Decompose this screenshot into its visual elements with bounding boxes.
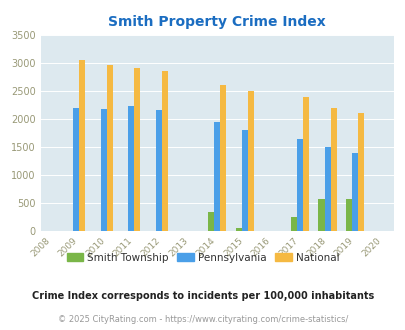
Bar xyxy=(73,108,79,231)
Text: Crime Index corresponds to incidents per 100,000 inhabitants: Crime Index corresponds to incidents per… xyxy=(32,291,373,301)
Bar xyxy=(214,121,220,231)
Bar xyxy=(302,97,308,231)
Legend: Smith Township, Pennsylvania, National: Smith Township, Pennsylvania, National xyxy=(62,249,343,267)
Bar xyxy=(107,65,113,231)
Bar xyxy=(330,108,336,231)
Title: Smith Property Crime Index: Smith Property Crime Index xyxy=(108,15,325,29)
Bar xyxy=(296,139,302,231)
Bar xyxy=(318,199,324,231)
Text: © 2025 CityRating.com - https://www.cityrating.com/crime-statistics/: © 2025 CityRating.com - https://www.city… xyxy=(58,315,347,324)
Bar xyxy=(247,91,253,231)
Bar xyxy=(290,217,296,231)
Bar xyxy=(156,110,162,231)
Bar xyxy=(241,130,247,231)
Bar xyxy=(162,71,168,231)
Bar xyxy=(220,85,226,231)
Bar xyxy=(324,148,330,231)
Bar xyxy=(345,199,351,231)
Bar xyxy=(235,228,241,231)
Bar xyxy=(208,212,214,231)
Bar xyxy=(79,60,85,231)
Bar xyxy=(100,109,107,231)
Bar xyxy=(134,68,140,231)
Bar xyxy=(128,106,134,231)
Bar xyxy=(357,113,363,231)
Bar xyxy=(351,153,357,231)
